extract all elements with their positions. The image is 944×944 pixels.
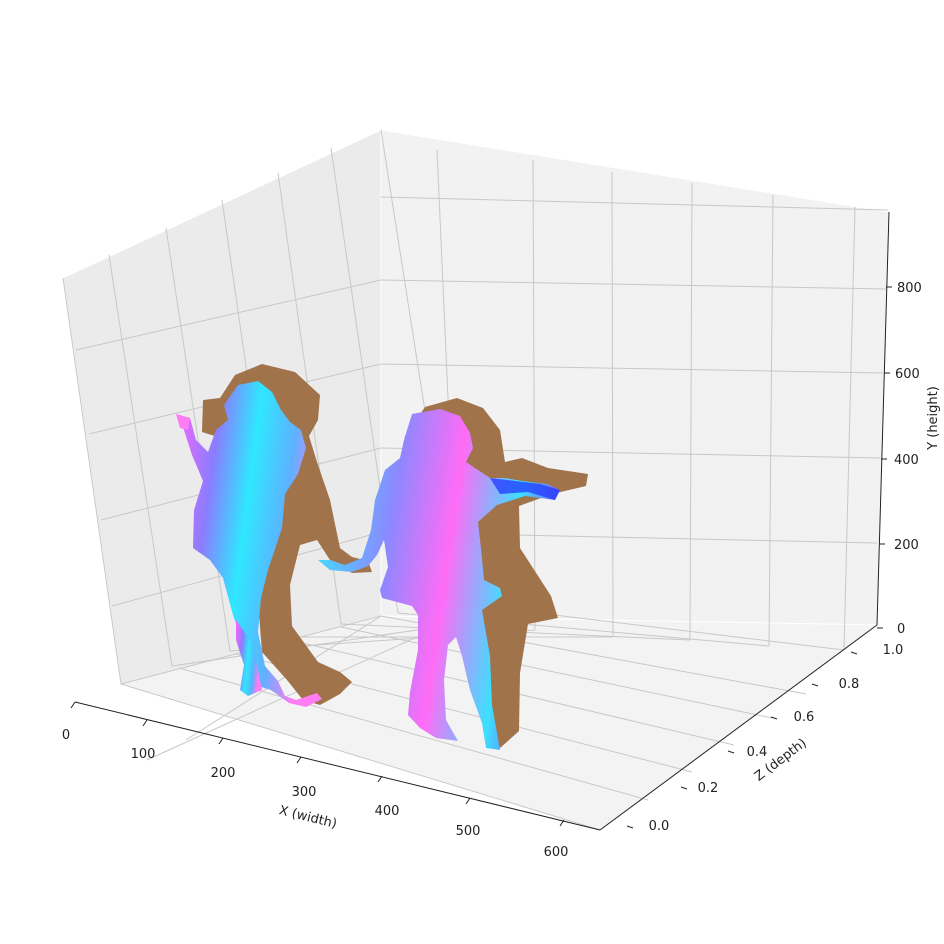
left-figure: [176, 381, 322, 707]
z-tick-label: 1.0: [883, 643, 904, 658]
x-tick-label: 500: [456, 824, 481, 839]
z-axis-line: [599, 624, 878, 831]
x-tick-label: 100: [131, 747, 156, 762]
y-tick-label: 0: [897, 622, 905, 637]
y-axis-line: [876, 211, 890, 626]
z-tick-label: 0.8: [839, 677, 860, 692]
y-tick-label: 800: [897, 281, 922, 296]
z-tick-label: 0.4: [747, 745, 768, 760]
y-ticks: [877, 286, 892, 629]
right-figure: [318, 409, 560, 750]
z-ticks: [626, 651, 858, 829]
z-tick-label: 0.0: [649, 819, 670, 834]
z-tick-label: 0.2: [698, 781, 719, 796]
y-tick-label: 600: [895, 367, 920, 382]
x-axis-label: X (width): [277, 803, 338, 832]
z-tick-label: 0.6: [794, 710, 815, 725]
x-tick-label: 0: [62, 728, 70, 743]
left-hand: [176, 414, 190, 430]
figures: [176, 381, 560, 750]
z-tick-labels: 0.0 0.2 0.4 0.6 0.8 1.0: [649, 643, 904, 834]
x-tick-label: 200: [211, 766, 236, 781]
left-figure-lower: [236, 620, 262, 696]
y-tick-label: 200: [894, 538, 919, 553]
x-ticks: [70, 701, 565, 827]
right-arm-highlight: [490, 478, 560, 500]
x-tick-label: 300: [292, 785, 317, 800]
x-tick-label: 600: [544, 845, 569, 860]
y-tick-label: 400: [894, 453, 919, 468]
x-tick-label: 400: [375, 804, 400, 819]
y-tick-labels: 0 200 400 600 800: [894, 281, 922, 637]
x-axis-line: [74, 701, 601, 831]
z-axis-label: Z (depth): [752, 736, 810, 785]
y-axis-label: Y (height): [926, 386, 941, 451]
x-tick-labels: 0 100 200 300 400 500 600: [62, 728, 569, 860]
